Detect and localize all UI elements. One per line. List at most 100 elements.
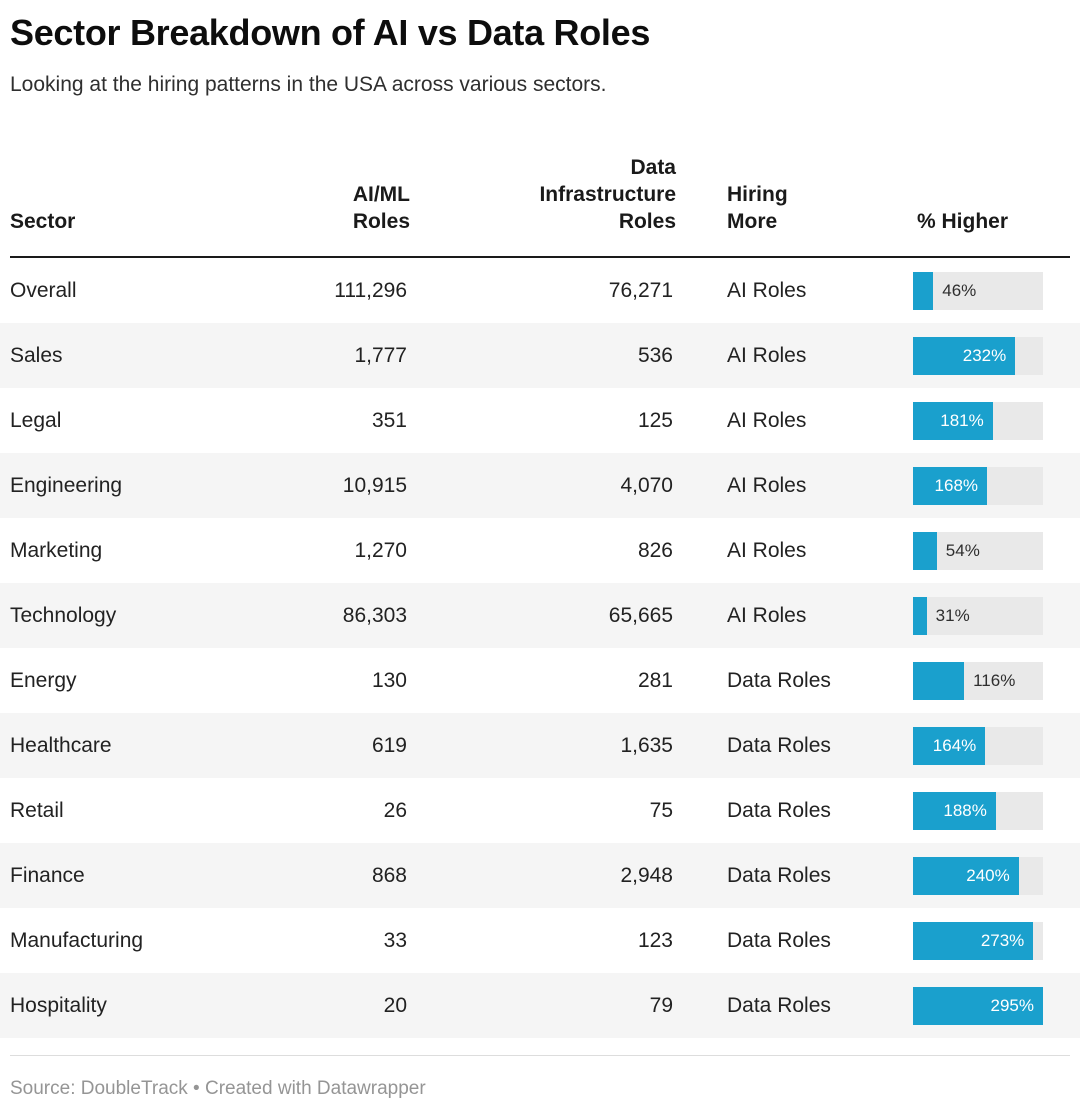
data-infrastructure-roles-cell: 536: [637, 343, 673, 367]
table-row: Legal 351 125 AI Roles 181%: [0, 388, 1080, 453]
hiring-more-cell: Data Roles: [727, 668, 831, 692]
pct-higher-cell: 181%: [913, 401, 1043, 440]
sector-cell: Overall: [10, 278, 77, 302]
hiring-more-cell: AI Roles: [727, 473, 807, 497]
hiring-more-cell: Data Roles: [727, 993, 831, 1017]
ai-ml-roles-cell: 26: [383, 798, 407, 822]
table-row: Sales 1,777 536 AI Roles 232%: [0, 323, 1080, 388]
bar-fill: [913, 661, 965, 700]
ai-ml-roles-cell: 86,303: [342, 603, 407, 627]
hiring-more-cell: Data Roles: [727, 733, 831, 757]
sector-cell: Sales: [10, 343, 63, 367]
table-row: Hospitality 20 79 Data Roles 295%: [0, 973, 1080, 1038]
bar-track: 54%: [913, 531, 1043, 570]
table-row: Marketing 1,270 826 AI Roles 54%: [0, 518, 1080, 583]
bar-track: 116%: [913, 661, 1043, 700]
table-body: Overall 111,296 76,271 AI Roles 46% Sales 1,77…: [0, 258, 1080, 1038]
bar-fill: 232%: [913, 336, 1016, 375]
sector-cell: Hospitality: [10, 993, 107, 1017]
bar-fill: [913, 596, 927, 635]
data-infrastructure-roles-cell: 4,070: [620, 473, 673, 497]
bar-fill: 295%: [913, 986, 1043, 1025]
bar-fill: 188%: [913, 791, 996, 830]
sector-cell: Engineering: [10, 473, 123, 497]
bar-value-label: 232%: [962, 345, 1007, 365]
chart-title: Sector Breakdown of AI vs Data Roles: [10, 12, 651, 53]
footer-divider: [10, 1055, 1070, 1056]
bar-value-label: 273%: [980, 930, 1025, 950]
ai-ml-roles-cell: 351: [371, 408, 407, 432]
pct-higher-cell: 54%: [913, 531, 1043, 570]
sector-cell: Technology: [10, 603, 117, 627]
table-row: Finance 868 2,948 Data Roles 240%: [0, 843, 1080, 908]
sector-cell: Healthcare: [10, 733, 112, 757]
pct-higher-cell: 273%: [913, 921, 1043, 960]
bar-value-label: 164%: [932, 735, 977, 755]
bar-value-label: 295%: [990, 995, 1034, 1015]
bar-fill: [913, 271, 934, 310]
bar-value-label: 168%: [934, 475, 979, 495]
data-infrastructure-roles-cell: 76,271: [608, 278, 673, 302]
column-header-sector: Sector: [10, 210, 76, 233]
bar-track: 295%: [913, 986, 1043, 1025]
bar-track: 46%: [913, 271, 1043, 310]
data-infrastructure-roles-cell: 125: [637, 408, 673, 432]
data-infrastructure-roles-cell: 75: [649, 798, 673, 822]
hiring-more-cell: AI Roles: [727, 278, 807, 302]
data-infrastructure-roles-cell: 65,665: [608, 603, 673, 627]
sector-cell: Legal: [10, 408, 62, 432]
pct-higher-cell: 168%: [913, 466, 1043, 505]
ai-ml-roles-cell: 868: [371, 863, 407, 887]
hiring-more-cell: Data Roles: [727, 863, 831, 887]
bar-track: 168%: [913, 466, 1043, 505]
data-infrastructure-roles-cell: 1,635: [620, 733, 673, 757]
ai-ml-roles-cell: 1,270: [354, 538, 407, 562]
table-row: Overall 111,296 76,271 AI Roles 46%: [0, 258, 1080, 323]
bar-value-label: 116%: [973, 670, 1016, 690]
hiring-more-cell: Data Roles: [727, 798, 831, 822]
column-header-hiring-more: Hiring More: [727, 183, 788, 233]
table-row: Energy 130 281 Data Roles 116%: [0, 648, 1080, 713]
pct-higher-cell: 31%: [913, 596, 1043, 635]
bar-fill: 164%: [913, 726, 986, 765]
ai-ml-roles-cell: 130: [371, 668, 407, 692]
table-row: Manufacturing 33 123 Data Roles 273%: [0, 908, 1080, 973]
bar-fill: 240%: [913, 856, 1019, 895]
bar-value-label: 54%: [945, 540, 980, 560]
bar-track: 181%: [913, 401, 1043, 440]
table-row: Retail 26 75 Data Roles 188%: [0, 778, 1080, 843]
pct-higher-cell: 232%: [913, 336, 1043, 375]
column-header-ai-ml-roles: AI/ML Roles: [352, 183, 410, 233]
bar-track: 188%: [913, 791, 1043, 830]
hiring-more-cell: Data Roles: [727, 928, 831, 952]
hiring-more-cell: AI Roles: [727, 408, 807, 432]
data-infrastructure-roles-cell: 826: [637, 538, 673, 562]
pct-higher-cell: 295%: [913, 986, 1043, 1025]
ai-ml-roles-cell: 111,296: [334, 278, 407, 302]
pct-higher-cell: 116%: [913, 661, 1043, 700]
bar-value-label: 181%: [940, 410, 984, 430]
sector-cell: Manufacturing: [10, 928, 144, 952]
bar-track: 31%: [913, 596, 1043, 635]
bar-value-label: 31%: [935, 605, 970, 625]
hiring-more-cell: AI Roles: [727, 538, 807, 562]
chart-subtitle: Looking at the hiring patterns in the US…: [10, 73, 607, 96]
bar-value-label: 188%: [943, 800, 987, 820]
data-infrastructure-roles-cell: 79: [649, 993, 673, 1017]
pct-higher-cell: 164%: [913, 726, 1043, 765]
sector-cell: Retail: [10, 798, 64, 822]
data-infrastructure-roles-cell: 281: [637, 668, 673, 692]
sector-cell: Finance: [10, 863, 85, 887]
bar-track: 273%: [913, 921, 1043, 960]
ai-ml-roles-cell: 10,915: [342, 473, 407, 497]
bar-value-label: 46%: [942, 280, 977, 300]
pct-higher-cell: 188%: [913, 791, 1043, 830]
bar-track: 232%: [913, 336, 1043, 375]
bar-fill: [913, 531, 937, 570]
column-header-pct-higher: % Higher: [917, 210, 1009, 233]
table-header-row: Sector AI/ML Roles Data Infrastructure R…: [10, 154, 1070, 258]
ai-ml-roles-cell: 20: [383, 993, 407, 1017]
bar-track: 164%: [913, 726, 1043, 765]
data-infrastructure-roles-cell: 2,948: [620, 863, 673, 887]
